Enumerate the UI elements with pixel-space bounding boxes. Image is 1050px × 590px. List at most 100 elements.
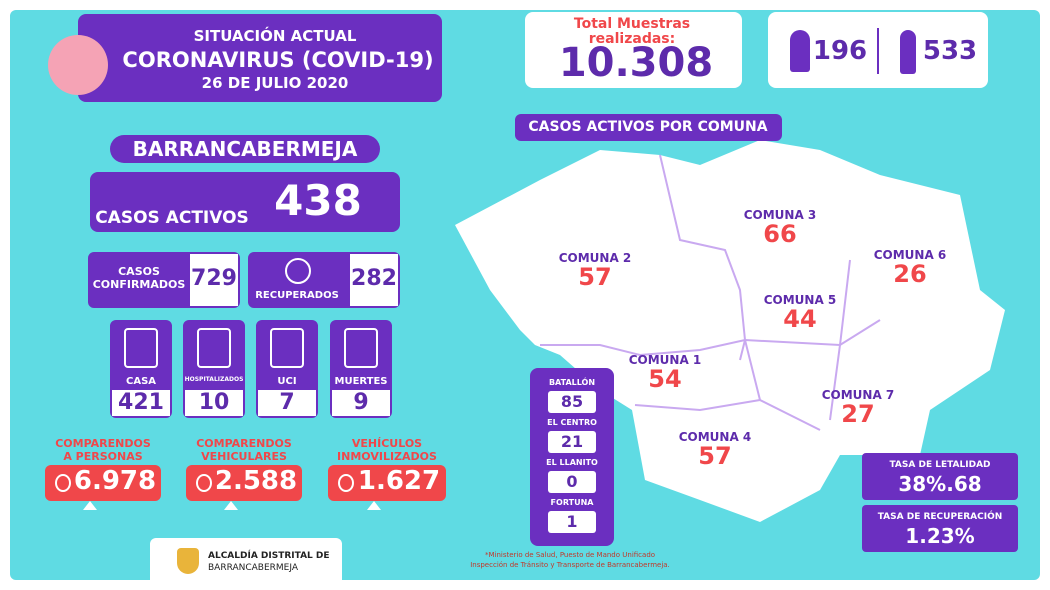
fine-pointer <box>83 501 97 510</box>
city-box <box>110 135 380 163</box>
confirmed-label: CASOS <box>118 265 160 278</box>
status-value: 10 <box>198 390 230 415</box>
smile-icon <box>285 258 311 284</box>
comuna-name: COMUNA 7 <box>821 388 895 402</box>
fine-label: VEHICULARES <box>201 450 287 463</box>
status-icon <box>344 328 378 368</box>
extra-value: 85 <box>560 392 584 411</box>
rate-value: 38%.68 <box>898 472 982 496</box>
extra-label: FORTUNA <box>550 498 594 507</box>
comuna-value: 66 <box>763 220 797 248</box>
source: *Ministerio de Salud, Puesto de Mando Un… <box>484 551 656 559</box>
logo-text: BARRANCABERMEJA <box>208 563 299 573</box>
avatar <box>48 35 108 95</box>
fine-label: A PERSONAS <box>63 450 143 463</box>
comuna-value: 27 <box>841 400 875 428</box>
fine-icon <box>55 474 71 492</box>
header-date: 26 DE JULIO 2020 <box>201 74 349 92</box>
samples-value: 10.308 <box>558 40 714 86</box>
status-value-bg <box>112 390 170 416</box>
comuna-name: COMUNA 1 <box>628 353 702 367</box>
extra-value: 21 <box>560 432 584 451</box>
extra-value-bg <box>548 391 596 413</box>
active-box <box>90 172 400 232</box>
men-value: 533 <box>922 36 978 66</box>
comuna-value: 26 <box>893 260 927 288</box>
fine-label: INMOVILIZADOS <box>337 450 437 463</box>
status-value: 421 <box>118 390 164 415</box>
divider <box>877 28 879 74</box>
status-icon <box>197 328 231 368</box>
recovered-value-bg <box>350 254 398 306</box>
status-icon <box>124 328 158 368</box>
fine-icon <box>338 474 354 492</box>
status-value-bg <box>185 390 243 416</box>
comuna-borders <box>540 154 881 431</box>
confirmed-value-bg <box>190 254 238 306</box>
status-value-bg <box>258 390 316 416</box>
comuna-value: 57 <box>698 442 732 470</box>
fine-label: COMPARENDOS <box>55 437 151 450</box>
logo-shield <box>177 548 199 574</box>
extra-value-bg <box>548 431 596 453</box>
logo-text: ALCALDÍA DISTRITAL DE <box>208 551 330 561</box>
status-label: MUERTES <box>334 376 388 387</box>
header-line2: CORONAVIRUS (COVID-19) <box>122 48 434 72</box>
fine-icon <box>196 474 212 492</box>
active-value: 438 <box>274 176 362 225</box>
extra-value: 0 <box>566 472 578 491</box>
comuna-name: COMUNA 4 <box>678 430 752 444</box>
extra-label: BATALLÓN <box>548 378 596 387</box>
women-icon <box>790 30 810 72</box>
samples-label: Total Muestras <box>573 16 691 32</box>
comuna-value: 54 <box>648 365 682 393</box>
fine-label: VEHÍCULOS <box>351 437 423 450</box>
recovered-label: RECUPERADOS <box>255 290 339 301</box>
confirmed-value: 729 <box>191 266 237 291</box>
samples-box <box>525 12 742 88</box>
status-label: CASA <box>125 376 157 387</box>
comuna-name: COMUNA 6 <box>873 248 947 262</box>
fine-value: 1.627 <box>357 466 441 496</box>
fine-value: 6.978 <box>73 466 157 496</box>
fine-pointer <box>367 501 381 510</box>
comuna-value: 44 <box>783 305 817 333</box>
map-title: CASOS ACTIVOS POR COMUNA <box>528 119 768 135</box>
status-value: 7 <box>279 390 295 415</box>
rate-label: TASA DE LETALIDAD <box>889 460 991 470</box>
rate-value: 1.23% <box>905 524 975 548</box>
fine-label: COMPARENDOS <box>196 437 292 450</box>
fine-value: 2.588 <box>214 466 298 496</box>
extra-value-bg <box>548 471 596 493</box>
comuna-name: COMUNA 2 <box>558 251 632 265</box>
rate-box <box>862 505 1018 552</box>
extra-value: 1 <box>566 512 578 531</box>
extra-label: EL LLANITO <box>546 458 598 467</box>
status-label: HOSPITALIZADOS <box>184 376 244 383</box>
men-icon <box>900 30 916 74</box>
map-title-box <box>515 114 782 141</box>
source: Inspección de Tránsito y Transporte de B… <box>470 561 670 569</box>
comuna-name: COMUNA 5 <box>763 293 837 307</box>
status-value: 9 <box>353 390 369 415</box>
active-label: CASOS ACTIVOS <box>95 208 249 228</box>
comuna-value: 57 <box>578 263 612 291</box>
comuna-name: COMUNA 3 <box>743 208 817 222</box>
header-box <box>78 14 442 102</box>
extra-label: EL CENTRO <box>547 418 597 427</box>
rate-label: TASA DE RECUPERACIÓN <box>877 512 1003 522</box>
status-value-bg <box>332 390 390 416</box>
city: BARRANCABERMEJA <box>132 137 358 161</box>
women-value: 196 <box>812 36 868 66</box>
status-label: UCI <box>277 376 297 387</box>
extra-value-bg <box>548 511 596 533</box>
recovered-value: 282 <box>351 266 397 291</box>
header-line1: SITUACIÓN ACTUAL <box>193 27 357 45</box>
confirmed-label: CONFIRMADOS <box>92 278 186 291</box>
samples-label: realizadas: <box>588 31 676 47</box>
rate-box <box>862 453 1018 500</box>
map-shape <box>455 140 1005 522</box>
fine-pointer <box>224 501 238 510</box>
